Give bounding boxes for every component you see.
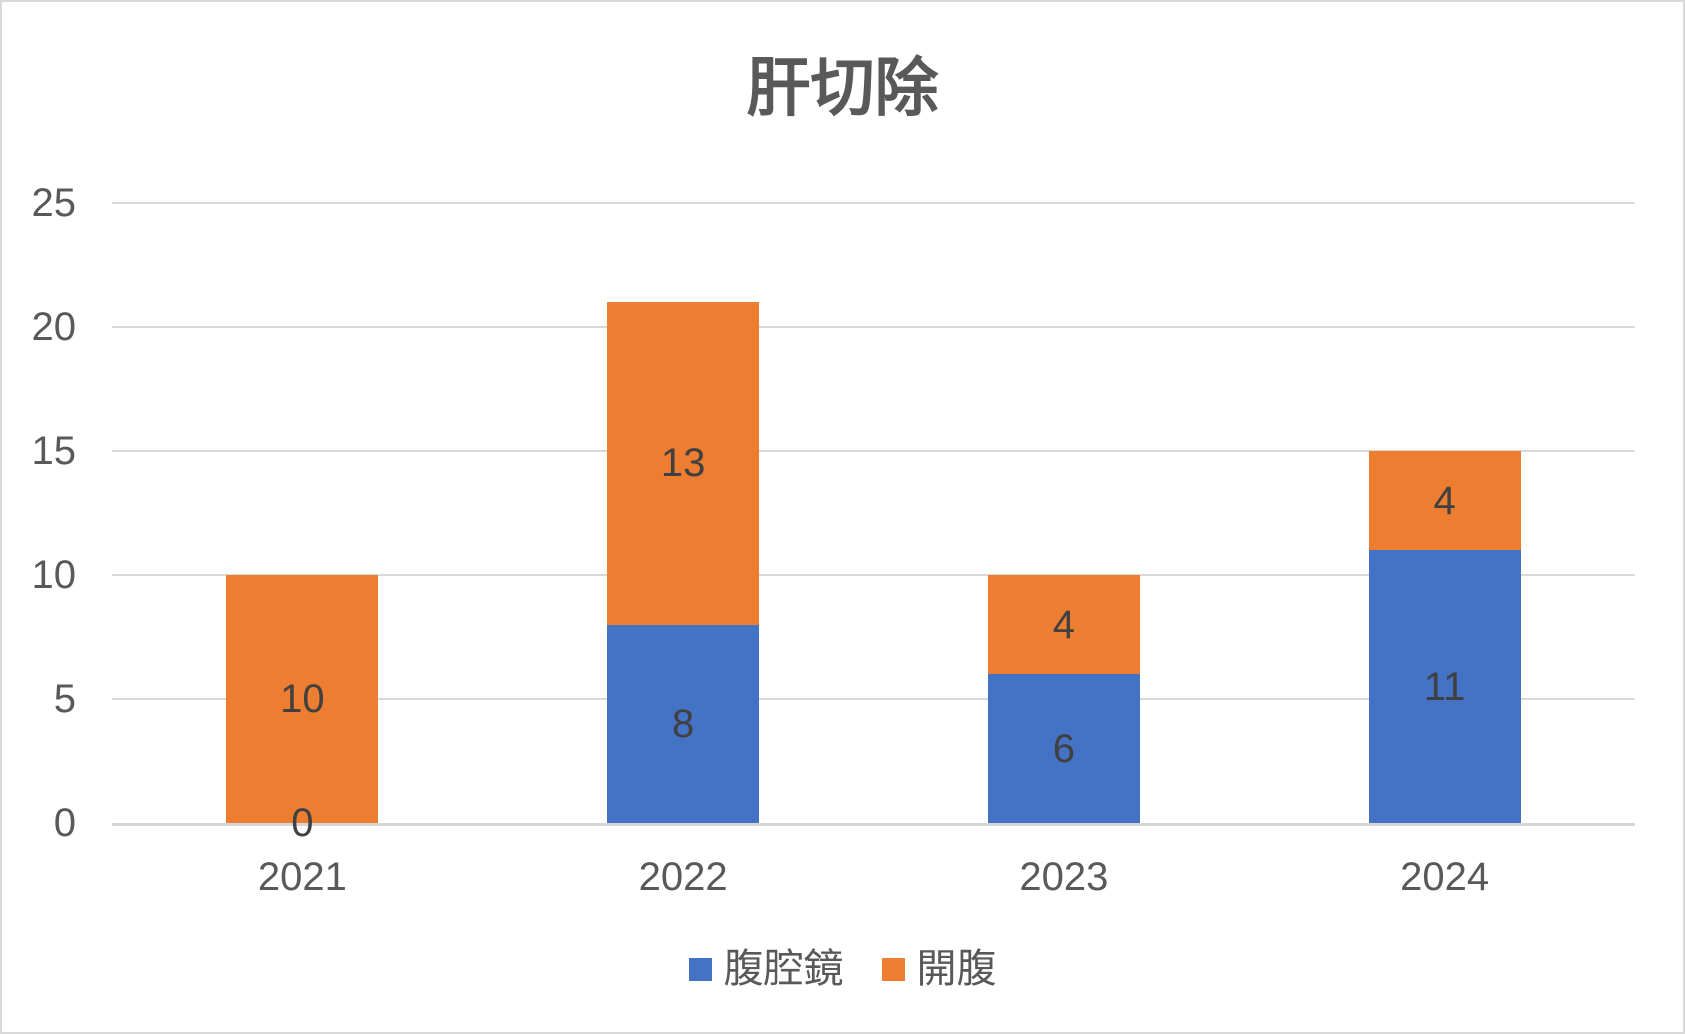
bar-data-label: 6 — [1052, 726, 1075, 771]
bar-data-label: 8 — [672, 701, 695, 746]
legend-swatch-icon — [688, 957, 712, 981]
bar-segment-腹腔鏡-2024[interactable] — [1368, 550, 1521, 823]
x-axis-tick-label: 2024 — [1400, 855, 1490, 899]
x-axis-tick-label: 2023 — [1019, 855, 1109, 899]
y-axis-tick-label: 5 — [53, 677, 76, 721]
bar-segment-腹腔鏡-2023[interactable] — [987, 674, 1140, 823]
gridline — [112, 202, 1635, 204]
plot-area: 0 5 10 15 20 25 0 10 2021 8 13 2022 6 4 2023 11 4 2024 — [32, 181, 1635, 899]
legend-swatch-icon — [881, 957, 905, 981]
legend: 腹腔鏡 開腹 — [2, 944, 1683, 994]
bar-segment-開腹-2022[interactable] — [607, 302, 760, 625]
gridline — [112, 698, 1635, 700]
y-axis-tick-label: 25 — [31, 181, 77, 225]
legend-label: 腹腔鏡 — [723, 947, 844, 991]
gridline — [112, 574, 1635, 576]
bar-segment-腹腔鏡-2022[interactable] — [607, 624, 760, 823]
bar-segment-開腹-2024[interactable] — [1368, 451, 1521, 551]
gridline — [112, 450, 1635, 452]
gridline — [112, 326, 1635, 328]
legend-item-開腹[interactable]: 開腹 — [881, 944, 997, 994]
legend-item-腹腔鏡[interactable]: 腹腔鏡 — [688, 944, 844, 994]
bar-segment-開腹-2021[interactable] — [226, 575, 379, 823]
y-axis-tick-label: 15 — [31, 429, 77, 473]
legend-label: 開腹 — [916, 947, 997, 991]
bar-data-label: 4 — [1433, 478, 1456, 523]
x-axis-tick-label: 2021 — [257, 855, 347, 899]
chart-title: 肝切除 — [746, 52, 939, 124]
bar-data-label: 4 — [1052, 602, 1075, 647]
y-axis-tick-label: 0 — [53, 801, 76, 845]
y-axis-tick-label: 20 — [31, 305, 77, 349]
bar-data-label: 0 — [291, 801, 314, 845]
x-axis-tick-label: 2022 — [638, 855, 728, 899]
bar-data-label: 11 — [1423, 664, 1466, 709]
bar-segment-開腹-2023[interactable] — [987, 575, 1140, 675]
bar-data-label: 13 — [660, 441, 706, 486]
bar-data-label: 10 — [280, 677, 325, 721]
y-axis-tick-label: 10 — [31, 553, 77, 597]
x-axis-line — [112, 823, 1635, 826]
